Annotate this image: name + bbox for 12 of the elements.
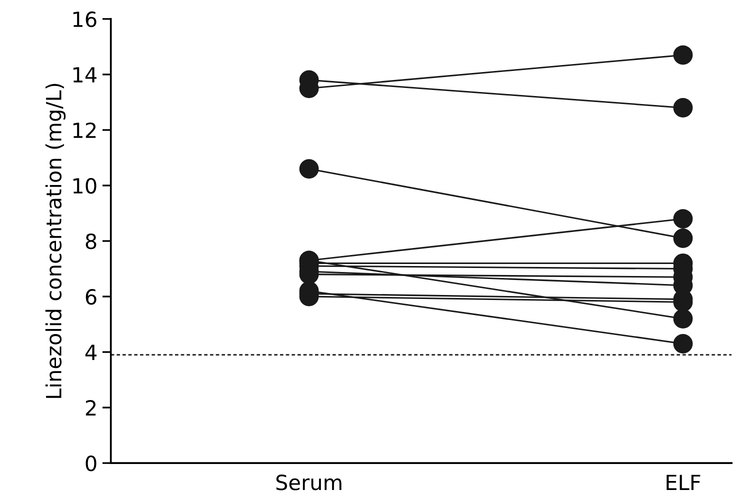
y-axis-title: Linezolid concentration (mg/L) <box>45 84 66 398</box>
x-tick-label: ELF <box>666 474 700 490</box>
y-tick-label: 10 <box>73 178 96 194</box>
y-tick-label: 6 <box>86 288 96 305</box>
y-tick-label: 0 <box>86 456 96 472</box>
y-tick-label: 8 <box>86 233 96 250</box>
y-tick-label: 16 <box>73 11 96 28</box>
y-tick-label: 12 <box>73 122 96 138</box>
y-tick-label: 2 <box>86 400 96 416</box>
y-tick-label: 14 <box>73 67 96 82</box>
y-tick-label: 4 <box>85 344 96 360</box>
x-tick-label: Serum <box>276 474 342 490</box>
